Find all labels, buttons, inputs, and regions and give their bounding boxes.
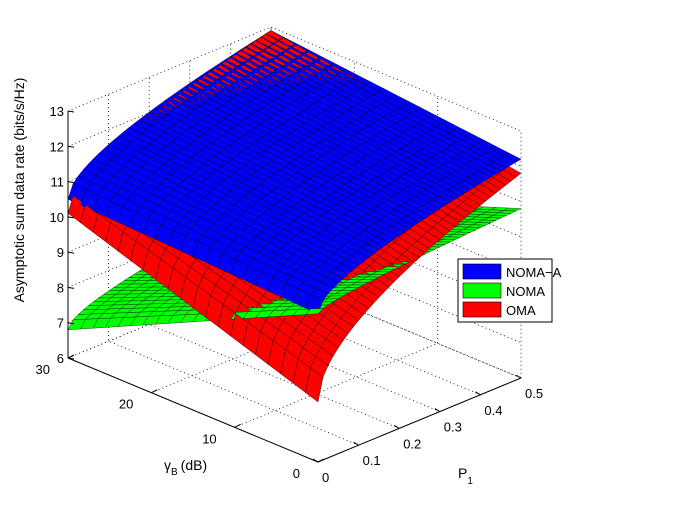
z-tick-mark (67, 286, 75, 289)
x-tick-mark (434, 408, 441, 413)
legend-swatch (462, 301, 502, 318)
x-tick-label: 0.2 (403, 436, 421, 451)
x-tick-label: 0.3 (444, 420, 462, 435)
z-tick-mark (67, 216, 75, 219)
z-axis-label: Asymptotic sum data rate (bits/s/Hz) (11, 78, 27, 303)
x-axis-label: P1 (458, 465, 473, 487)
y-tick-label: 10 (202, 431, 216, 446)
axes-lines (67, 111, 522, 463)
z-tick-label: 10 (50, 210, 64, 225)
y-tick-mark (67, 354, 75, 359)
x-tick-label: 0.5 (525, 386, 543, 401)
z-tick-mark (67, 357, 75, 360)
z-tick-label: 7 (57, 316, 64, 331)
z-tick-label: 11 (51, 175, 65, 190)
x-axis-label-sub: 1 (467, 476, 473, 487)
y-tick-mark (234, 423, 241, 428)
x-axis-label-main: P (458, 465, 467, 481)
y-axis-line (67, 357, 319, 463)
z-tick-label: 8 (57, 280, 64, 295)
y-axis-label: γB (dB) (164, 457, 207, 478)
x-tick-mark (312, 458, 319, 463)
x-tick-mark (515, 374, 522, 379)
gridline-z (67, 202, 522, 308)
x-tick-mark (393, 424, 400, 429)
y-tick-mark (317, 458, 325, 463)
z-tick-mark (67, 251, 75, 254)
y-axis-label-main: γ (164, 457, 171, 473)
gridline-z (67, 26, 522, 132)
gridline-z (67, 273, 522, 379)
z-tick-label: 6 (57, 351, 64, 366)
legend-label: NOMA (506, 284, 545, 299)
y-tick-mark (151, 389, 158, 394)
x-tick-label: 0 (322, 470, 329, 485)
z-tick-label: 13 (50, 104, 64, 119)
tick-labels-layer: 6 7 8 9 10 11 12 13 0 0.1 0.2 0.3 0.4 0.5 0 10 20 30 (36, 104, 544, 485)
x-axis-line (317, 377, 522, 463)
surfaces-layer (67, 30, 522, 403)
y-axis-label-sub: B (171, 467, 178, 478)
x-tick-label: 0.1 (363, 453, 381, 468)
x-tick-mark (353, 441, 359, 446)
gridline-z (67, 238, 522, 344)
y-tick-label: 20 (119, 397, 133, 412)
surface-patch (305, 308, 324, 315)
z-tick-label: 9 (57, 245, 64, 260)
z-tick-label: 12 (50, 139, 64, 154)
z-tick-mark (67, 110, 75, 113)
y-tick-label: 0 (293, 466, 300, 481)
legend-label: NOMA−A (506, 265, 562, 280)
legend-label: OMA (506, 303, 536, 318)
z-tick-mark (67, 181, 75, 184)
surface-patch (305, 367, 324, 403)
y-tick-label: 30 (36, 362, 50, 377)
legend: NOMA−A NOMA OMA (457, 258, 562, 323)
x-tick-label: 0.4 (484, 403, 502, 418)
legend-swatch (462, 263, 502, 280)
y-axis-label-unit: (dB) (181, 457, 207, 473)
legend-swatch (462, 282, 502, 299)
z-tick-mark (67, 322, 75, 325)
z-tick-mark (67, 145, 75, 148)
gridline-y (317, 131, 522, 463)
x-tick-mark (475, 391, 481, 396)
